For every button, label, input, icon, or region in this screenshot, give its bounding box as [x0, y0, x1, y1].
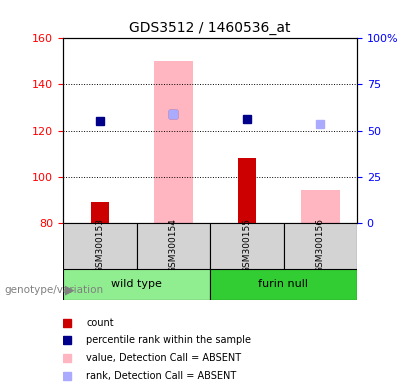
FancyBboxPatch shape [136, 223, 210, 269]
Text: furin null: furin null [258, 279, 309, 289]
Text: ▶: ▶ [65, 283, 75, 296]
Text: GSM300155: GSM300155 [242, 218, 251, 273]
Bar [154, 61, 192, 223]
FancyBboxPatch shape [63, 269, 210, 300]
FancyBboxPatch shape [210, 223, 284, 269]
FancyBboxPatch shape [210, 269, 357, 300]
Text: GSM300156: GSM300156 [316, 218, 325, 273]
Text: genotype/variation: genotype/variation [4, 285, 103, 295]
Bar [238, 158, 256, 223]
Text: GSM300153: GSM300153 [95, 218, 104, 273]
Text: wild type: wild type [111, 279, 162, 289]
Bar [301, 190, 339, 223]
Text: GSM300154: GSM300154 [169, 218, 178, 273]
Bar [91, 202, 109, 223]
Title: GDS3512 / 1460536_at: GDS3512 / 1460536_at [129, 21, 291, 35]
FancyBboxPatch shape [284, 223, 357, 269]
FancyBboxPatch shape [63, 223, 136, 269]
Text: rank, Detection Call = ABSENT: rank, Detection Call = ABSENT [86, 371, 236, 381]
Text: count: count [86, 318, 114, 328]
Text: value, Detection Call = ABSENT: value, Detection Call = ABSENT [86, 353, 242, 363]
Text: percentile rank within the sample: percentile rank within the sample [86, 335, 251, 345]
